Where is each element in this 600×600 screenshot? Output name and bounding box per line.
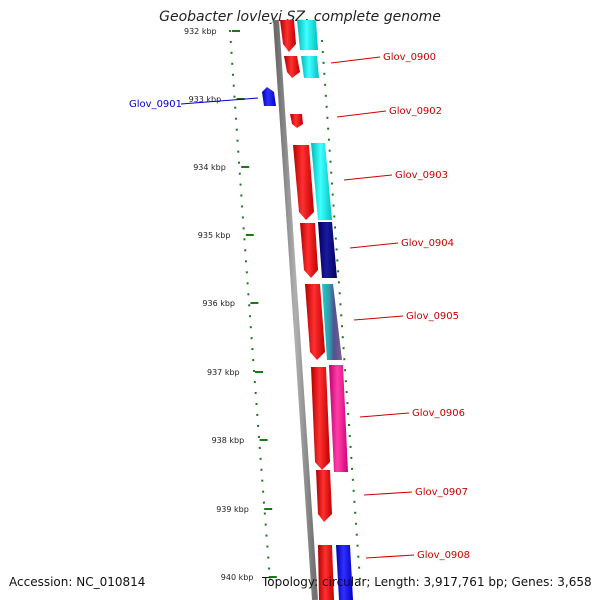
cds-glov-0906[interactable] bbox=[311, 367, 330, 470]
cog-glov-0900 bbox=[297, 20, 318, 50]
cds-glov-0900b[interactable] bbox=[284, 56, 300, 78]
gene-label-glov-0906[interactable]: Glov_0906 bbox=[412, 408, 465, 419]
cds-glov-0900[interactable] bbox=[280, 20, 296, 52]
cds-glov-0903[interactable] bbox=[293, 145, 314, 220]
label-leaders bbox=[180, 56, 415, 559]
scale-tick-label: 936 kbp bbox=[202, 299, 235, 308]
genome-summary-text: Topology: circular; Length: 3,917,761 bp… bbox=[262, 575, 592, 589]
gene-label-glov-0907[interactable]: Glov_0907 bbox=[415, 487, 468, 498]
gene-label-glov-0905[interactable]: Glov_0905 bbox=[406, 311, 459, 322]
map-title: Geobacter lovleyi SZ, complete genome bbox=[159, 9, 441, 25]
cog-glov-0904 bbox=[318, 222, 337, 278]
gc-skew-track-inner bbox=[229, 29, 271, 581]
gene-label-glov-0904[interactable]: Glov_0904 bbox=[401, 238, 454, 249]
cog-glov-0903 bbox=[311, 143, 332, 220]
scale-ticks: 932 kbp 933 kbp 934 kbp 935 kbp 936 kbp 937 k… bbox=[184, 27, 277, 582]
scale-tick-label: 938 kbp bbox=[212, 436, 245, 445]
cds-glov-0904[interactable] bbox=[300, 223, 318, 278]
cog-glov-0900b bbox=[301, 56, 319, 78]
scale-tick-label: 935 kbp bbox=[198, 231, 231, 240]
gene-label-glov-0908[interactable]: Glov_0908 bbox=[417, 550, 470, 561]
cds-glov-0908[interactable] bbox=[318, 545, 334, 600]
scale-tick-label: 933 kbp bbox=[189, 95, 222, 104]
gene-label-glov-0902[interactable]: Glov_0902 bbox=[389, 106, 442, 117]
accession-text: Accession: NC_010814 bbox=[9, 575, 146, 589]
scale-tick-label: 934 kbp bbox=[193, 163, 226, 172]
genome-backbone bbox=[273, 19, 318, 600]
cog-glov-0906 bbox=[329, 365, 348, 472]
cds-glov-0902[interactable] bbox=[290, 114, 303, 128]
cds-glov-0905[interactable] bbox=[305, 284, 325, 360]
scale-tick-label: 940 kbp bbox=[221, 573, 254, 582]
gene-label-glov-0901[interactable]: Glov_0901 bbox=[129, 99, 182, 110]
cog-glov-0905 bbox=[322, 284, 342, 360]
scale-tick-label: 937 kbp bbox=[207, 368, 240, 377]
gene-label-glov-0900[interactable]: Glov_0900 bbox=[383, 52, 436, 63]
gc-skew-track-outer bbox=[321, 39, 361, 581]
cog-glov-0908 bbox=[336, 545, 353, 600]
gene-label-glov-0903[interactable]: Glov_0903 bbox=[395, 170, 448, 181]
scale-tick-label: 939 kbp bbox=[216, 505, 249, 514]
cds-glov-0901[interactable] bbox=[262, 87, 276, 106]
scale-tick-label: 932 kbp bbox=[184, 27, 217, 36]
cds-glov-0907[interactable] bbox=[316, 470, 332, 522]
